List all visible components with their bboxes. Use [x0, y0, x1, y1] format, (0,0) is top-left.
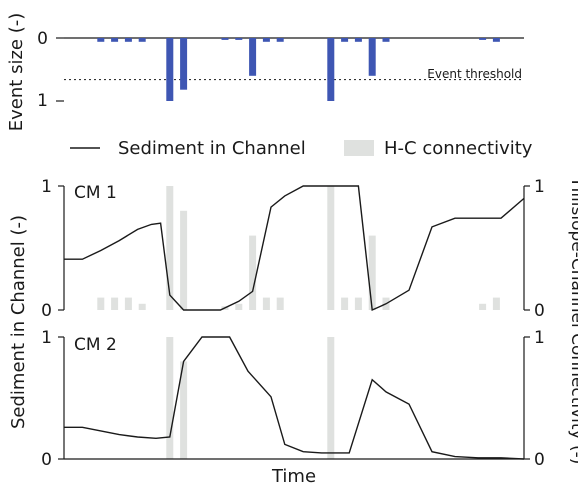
- cm2-ytick-left-0: 0: [41, 450, 52, 470]
- cm1-ytick-right-1: 1: [534, 177, 545, 197]
- cm1-connectivity-bar: [479, 303, 487, 310]
- legend-bar-swatch: [344, 140, 374, 156]
- cm1-title: CM 1: [74, 183, 117, 203]
- cm1-connectivity-bar: [97, 297, 105, 310]
- cm1-ytick-left-1: 1: [41, 177, 52, 197]
- cm1-connectivity-bars: [97, 186, 500, 310]
- event-bar: [249, 38, 257, 76]
- legend-label-sediment: Sediment in Channel: [118, 138, 306, 159]
- cm1-connectivity-bar: [166, 186, 174, 310]
- event-bar: [111, 38, 119, 42]
- cm1-ytick-left-0: 0: [41, 301, 52, 321]
- event-bar: [479, 38, 487, 40]
- event-bar: [97, 38, 105, 42]
- cm1-connectivity-bar: [368, 235, 376, 310]
- cm1-ytick-right-0: 0: [534, 301, 545, 321]
- cm1-connectivity-bar: [138, 303, 146, 310]
- cm2-connectivity-bar: [327, 337, 335, 459]
- right-ylabel: Hillslope-Channel Connectivity (-): [567, 180, 578, 465]
- cm1-sediment-line: [64, 185, 525, 312]
- cm1-connectivity-bar: [276, 297, 284, 310]
- event-bar: [138, 38, 146, 42]
- event-bar: [341, 38, 349, 42]
- event-bar: [368, 38, 376, 76]
- event-bar: [382, 38, 390, 42]
- cm2-sediment-line: [64, 336, 525, 460]
- cm1-connectivity-bar: [492, 297, 500, 310]
- cm1-connectivity-bar: [111, 297, 119, 310]
- threshold-label: Event threshold: [427, 67, 522, 81]
- cm2-connectivity-bar: [166, 337, 174, 459]
- legend-label-connectivity: H-C connectivity: [384, 138, 533, 159]
- legend: Sediment in Channel H-C connectivity: [70, 138, 533, 159]
- left-ylabel: Sediment in Channel (-): [8, 215, 29, 429]
- cm2-ytick-left-1: 1: [41, 328, 52, 348]
- event-bar: [276, 38, 284, 42]
- event-bar: [327, 38, 335, 101]
- event-bars: [97, 38, 500, 101]
- event-ytick-0: 0: [37, 29, 48, 49]
- cm2-title: CM 2: [74, 335, 117, 355]
- cm2-connectivity-bars: [166, 337, 335, 459]
- event-bar: [180, 38, 188, 90]
- cm1-connectivity-bar: [180, 210, 188, 310]
- event-bar: [354, 38, 362, 42]
- cm2-ytick-right-1: 1: [534, 328, 545, 348]
- cm2-panel: 1 0 1 0 CM 2 Time: [41, 328, 545, 487]
- cm1-connectivity-bar: [354, 297, 362, 310]
- cm1-connectivity-bar: [341, 297, 349, 310]
- cm2-connectivity-bar: [180, 361, 188, 459]
- cm1-connectivity-bar: [249, 235, 257, 310]
- event-bar: [492, 38, 500, 42]
- event-bar: [262, 38, 270, 42]
- x-axis-label: Time: [271, 466, 316, 487]
- cm1-connectivity-bar: [124, 297, 132, 310]
- event-bar: [221, 38, 229, 40]
- cm1-connectivity-bar: [235, 303, 243, 310]
- event-bar: [124, 38, 132, 42]
- cm2-ytick-right-0: 0: [534, 450, 545, 470]
- event-ylabel: Event size (-): [6, 13, 27, 131]
- cm1-connectivity-bar: [327, 186, 335, 310]
- event-ytick-1: 1: [37, 91, 48, 111]
- event-panel: Event size (-) 0 1 Event threshold: [6, 13, 524, 131]
- cm1-panel: 1 0 1 0 CM 1: [41, 177, 545, 321]
- cm1-connectivity-bar: [262, 297, 270, 310]
- event-bar: [235, 38, 243, 40]
- event-bar: [166, 38, 174, 101]
